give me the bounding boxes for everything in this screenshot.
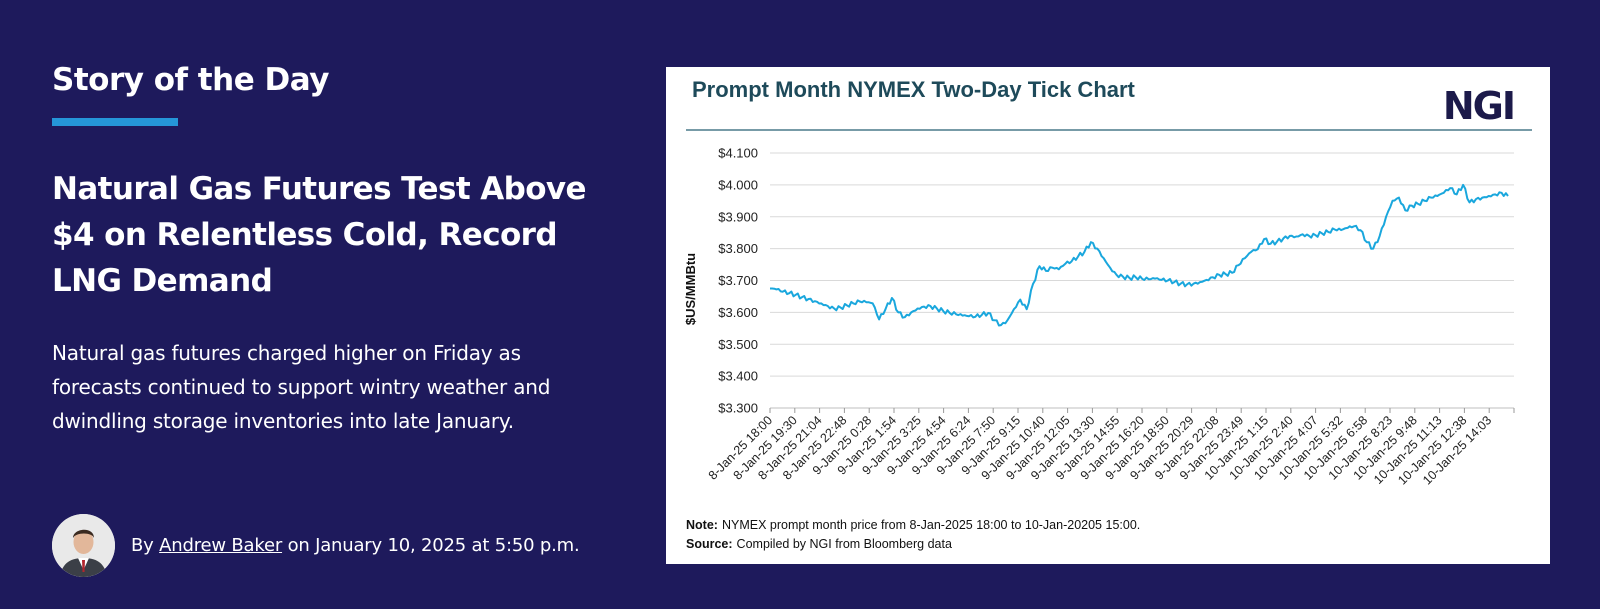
- y-tick-label: $3.800: [718, 241, 758, 256]
- note-text: NYMEX prompt month price from 8-Jan-2025…: [722, 518, 1140, 532]
- byline-text: By Andrew Baker on January 10, 2025 at 5…: [131, 535, 580, 556]
- author-avatar[interactable]: [52, 514, 115, 577]
- y-tick-label: $4.100: [718, 146, 758, 161]
- publish-date: on January 10, 2025 at 5:50 p.m.: [287, 535, 580, 556]
- chart-title: Prompt Month NYMEX Two-Day Tick Chart: [692, 77, 1136, 102]
- chart-note: Note: NYMEX prompt month price from 8-Jan…: [686, 518, 1140, 532]
- article-headline[interactable]: Natural Gas Futures Test Above $4 on Rel…: [52, 171, 587, 299]
- section-title: Story of the Day: [52, 62, 329, 98]
- story-panel: Story of the Day Natural Gas Futures Tes…: [52, 58, 612, 438]
- byline-prefix: By: [131, 535, 154, 556]
- author-link[interactable]: Andrew Baker: [159, 535, 283, 556]
- source-text: Compiled by NGI from Bloomberg data: [737, 537, 952, 551]
- article-summary: Natural gas futures charged higher on Fr…: [52, 341, 551, 433]
- note-label: Note:: [686, 518, 718, 532]
- tick-chart: Prompt Month NYMEX Two-Day Tick Chart NG…: [683, 77, 1532, 551]
- chart-card[interactable]: Prompt Month NYMEX Two-Day Tick Chart NG…: [666, 67, 1550, 564]
- y-tick-label: $3.500: [718, 337, 758, 352]
- author-photo-icon: [52, 514, 115, 577]
- price-series-line: [770, 183, 1509, 327]
- y-tick-label: $3.600: [718, 305, 758, 320]
- chart-grid: [770, 152, 1514, 409]
- ngi-logo: NGI: [1443, 84, 1514, 128]
- y-tick-label: $3.400: [718, 369, 758, 384]
- chart-source: Source: Compiled by NGI from Bloomberg da…: [686, 537, 952, 551]
- y-axis-label: $US/MMBtu: [683, 253, 698, 325]
- y-axis-ticks: $4.100 $4.000 $3.900 $3.800 $3.700 $3.600 $3.5…: [718, 146, 758, 416]
- source-label: Source:: [686, 537, 733, 551]
- y-tick-label: $3.300: [718, 401, 758, 416]
- y-tick-label: $4.000: [718, 177, 758, 192]
- y-tick-label: $3.700: [718, 273, 758, 288]
- section-title-underline: [52, 118, 178, 126]
- x-axis-ticks: 8-Jan-25 18:008-Jan-25 19:308-Jan-25 21:…: [706, 408, 1515, 488]
- byline: By Andrew Baker on January 10, 2025 at 5…: [52, 514, 580, 577]
- y-tick-label: $3.900: [718, 209, 758, 224]
